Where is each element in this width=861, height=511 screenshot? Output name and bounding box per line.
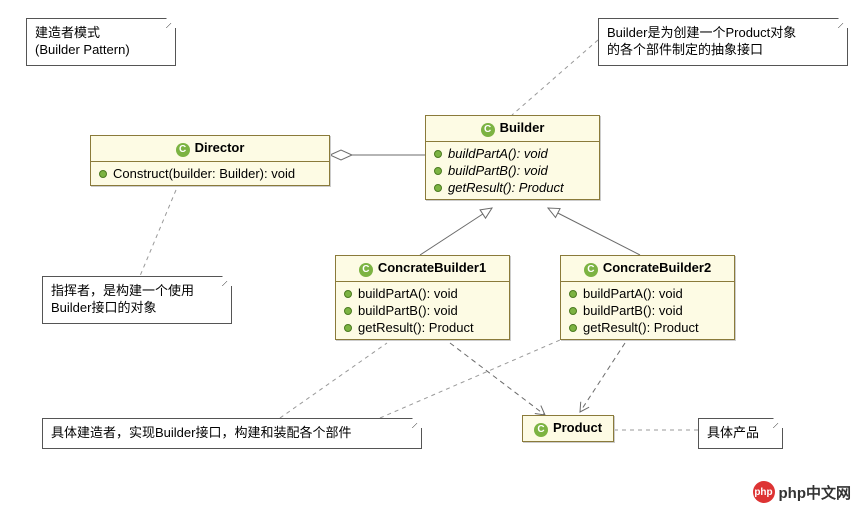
method-row: buildPartB(): void — [434, 162, 591, 179]
note-line: Builder是为创建一个Product对象 — [607, 25, 839, 42]
visibility-icon — [569, 324, 577, 332]
method-sig: getResult(): Product — [358, 320, 474, 335]
visibility-icon — [434, 184, 442, 192]
method-sig: getResult(): Product — [448, 180, 564, 195]
watermark: php php中文网 — [753, 481, 852, 503]
class-concrete-builder-2: C ConcrateBuilder2 buildPartA(): void bui… — [560, 255, 735, 340]
class-icon: C — [359, 263, 373, 277]
visibility-icon — [344, 307, 352, 315]
class-header: C Builder — [426, 116, 599, 142]
method-sig: buildPartB(): void — [358, 303, 458, 318]
method-row: buildPartB(): void — [569, 302, 726, 319]
visibility-icon — [344, 290, 352, 298]
class-concrete-builder-1: C ConcrateBuilder1 buildPartA(): void bui… — [335, 255, 510, 340]
watermark-text: php中文网 — [779, 482, 852, 503]
method-row: getResult(): Product — [569, 319, 726, 336]
method-sig: buildPartB(): void — [583, 303, 683, 318]
class-icon: C — [534, 423, 548, 437]
class-icon: C — [584, 263, 598, 277]
class-header: C Director — [91, 136, 329, 162]
class-product: C Product — [522, 415, 614, 442]
class-name: Director — [195, 140, 245, 155]
director-note: 指挥者，是构建一个使用 Builder接口的对象 — [42, 276, 232, 324]
class-name: Product — [553, 420, 602, 435]
note-line: 的各个部件制定的抽象接口 — [607, 42, 839, 59]
class-name: ConcrateBuilder1 — [378, 260, 486, 275]
class-header: C Product — [523, 416, 613, 441]
method-row: buildPartA(): void — [569, 285, 726, 302]
method-sig: buildPartB(): void — [448, 163, 548, 178]
class-body: Construct(builder: Builder): void — [91, 162, 329, 185]
method-sig: Construct(builder: Builder): void — [113, 166, 295, 181]
method-row: getResult(): Product — [344, 319, 501, 336]
watermark-badge-icon: php — [753, 481, 775, 503]
class-director: C Director Construct(builder: Builder): v… — [90, 135, 330, 186]
method-sig: buildPartA(): void — [583, 286, 683, 301]
concrete-note: 具体建造者，实现Builder接口，构建和装配各个部件 — [42, 418, 422, 449]
note-line: 具体产品 — [707, 425, 774, 442]
class-builder: C Builder buildPartA(): void buildPartB()… — [425, 115, 600, 200]
method-row: buildPartA(): void — [434, 145, 591, 162]
class-icon: C — [481, 123, 495, 137]
visibility-icon — [344, 324, 352, 332]
class-name: ConcrateBuilder2 — [603, 260, 711, 275]
note-line: Builder接口的对象 — [51, 300, 223, 317]
method-row: buildPartA(): void — [344, 285, 501, 302]
visibility-icon — [99, 170, 107, 178]
class-body: buildPartA(): void buildPartB(): void ge… — [336, 282, 509, 339]
method-row: getResult(): Product — [434, 179, 591, 196]
method-row: Construct(builder: Builder): void — [99, 165, 321, 182]
class-body: buildPartA(): void buildPartB(): void ge… — [426, 142, 599, 199]
note-line: (Builder Pattern) — [35, 42, 167, 59]
note-line: 建造者模式 — [35, 25, 167, 42]
product-note: 具体产品 — [698, 418, 783, 449]
title-note: 建造者模式 (Builder Pattern) — [26, 18, 176, 66]
class-header: C ConcrateBuilder2 — [561, 256, 734, 282]
method-sig: buildPartA(): void — [448, 146, 548, 161]
class-icon: C — [176, 143, 190, 157]
visibility-icon — [434, 150, 442, 158]
class-body: buildPartA(): void buildPartB(): void ge… — [561, 282, 734, 339]
uml-canvas: 建造者模式 (Builder Pattern) Builder是为创建一个Pro… — [0, 0, 861, 511]
method-row: buildPartB(): void — [344, 302, 501, 319]
visibility-icon — [569, 307, 577, 315]
visibility-icon — [569, 290, 577, 298]
visibility-icon — [434, 167, 442, 175]
method-sig: getResult(): Product — [583, 320, 699, 335]
builder-note: Builder是为创建一个Product对象 的各个部件制定的抽象接口 — [598, 18, 848, 66]
note-line: 指挥者，是构建一个使用 — [51, 283, 223, 300]
method-sig: buildPartA(): void — [358, 286, 458, 301]
class-name: Builder — [500, 120, 545, 135]
class-header: C ConcrateBuilder1 — [336, 256, 509, 282]
note-line: 具体建造者，实现Builder接口，构建和装配各个部件 — [51, 425, 413, 442]
